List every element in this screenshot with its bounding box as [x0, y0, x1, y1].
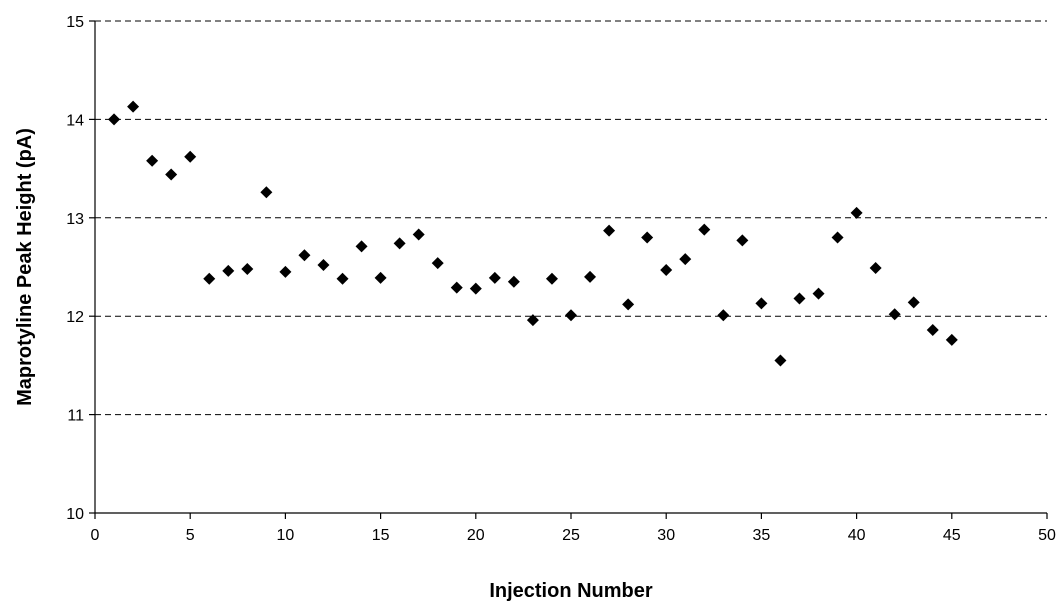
data-point-33	[717, 309, 730, 322]
data-point-27	[603, 224, 616, 237]
data-point-26	[584, 270, 597, 283]
data-point-39	[831, 231, 844, 244]
data-point-13	[336, 272, 349, 285]
data-point-5	[184, 150, 197, 163]
data-point-40	[850, 206, 863, 219]
data-point-2	[127, 100, 140, 113]
x-tick-label-40: 40	[848, 527, 866, 544]
data-point-1	[108, 113, 121, 126]
x-tick-label-45: 45	[943, 527, 961, 544]
x-tick-label-20: 20	[467, 527, 485, 544]
x-axis-title: Injection Number	[489, 580, 653, 602]
data-point-4	[165, 168, 178, 181]
data-point-23	[526, 314, 539, 327]
data-point-31	[679, 253, 692, 266]
data-point-37	[793, 292, 806, 305]
data-point-24	[545, 272, 558, 285]
data-point-30	[660, 263, 673, 276]
data-point-42	[888, 308, 901, 321]
y-tick-label-10: 10	[66, 506, 84, 523]
data-point-17	[412, 228, 425, 241]
x-tick-label-30: 30	[657, 527, 675, 544]
data-point-18	[431, 257, 444, 270]
data-point-20	[469, 282, 482, 295]
data-point-29	[641, 231, 654, 244]
y-tick-label-13: 13	[66, 211, 84, 228]
x-tick-label-25: 25	[562, 527, 580, 544]
y-tick-label-12: 12	[66, 309, 84, 326]
data-point-21	[488, 271, 501, 284]
data-point-43	[907, 296, 920, 309]
data-point-8	[241, 262, 254, 275]
y-tick-label-11: 11	[67, 408, 84, 425]
x-tick-label-0: 0	[91, 527, 100, 544]
data-point-9	[260, 186, 273, 199]
x-tick-label-35: 35	[753, 527, 771, 544]
data-point-6	[203, 272, 216, 285]
data-point-36	[774, 354, 787, 367]
data-point-11	[298, 249, 311, 262]
y-axis-title: Maprotyline Peak Height (pA)	[14, 128, 36, 406]
data-point-19	[450, 281, 463, 294]
data-point-10	[279, 265, 292, 278]
data-point-22	[507, 275, 520, 288]
gridlines	[95, 20, 1047, 416]
data-point-41	[869, 261, 882, 274]
y-tick-label-14: 14	[66, 112, 84, 129]
data-point-15	[374, 271, 387, 284]
x-tick-label-10: 10	[277, 527, 295, 544]
data-points	[108, 100, 958, 367]
data-point-7	[222, 264, 235, 277]
x-tick-label-15: 15	[372, 527, 390, 544]
x-tick-label-5: 5	[186, 527, 195, 544]
data-point-3	[146, 154, 159, 167]
data-point-45	[945, 333, 958, 346]
data-point-44	[926, 323, 939, 336]
axes	[89, 20, 1048, 519]
data-point-34	[736, 234, 749, 247]
data-point-32	[698, 223, 711, 236]
tick-labels: 10 11 12 13 14 15 0 5 10 15 20 25 30 35 40 45 50	[66, 14, 1056, 544]
y-tick-label-15: 15	[66, 14, 84, 31]
data-point-35	[755, 297, 768, 310]
data-point-16	[393, 237, 406, 250]
data-point-14	[355, 240, 368, 253]
data-point-12	[317, 259, 330, 272]
data-point-25	[565, 309, 577, 322]
x-tick-label-50: 50	[1038, 527, 1056, 544]
data-point-38	[812, 287, 825, 300]
data-point-28	[622, 298, 635, 311]
